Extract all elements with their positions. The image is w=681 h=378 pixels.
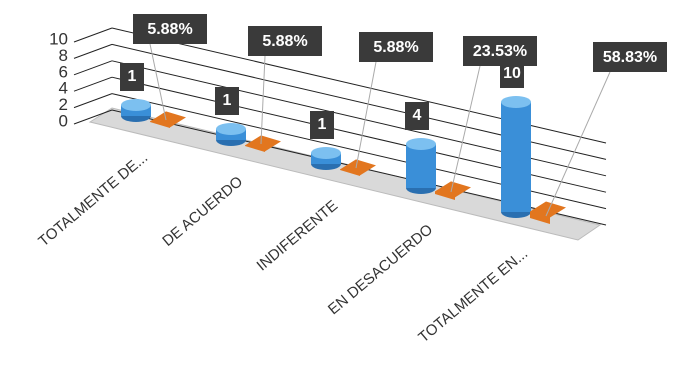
y-tick-label: 0 (59, 111, 68, 130)
data-label-text: 23.53% (473, 43, 527, 60)
bar-top (216, 123, 246, 135)
x-tick-label: TOTALMENTE EN... (415, 245, 531, 346)
data-label: 4 (405, 102, 429, 130)
data-label-text: 5.88% (147, 21, 192, 38)
x-tick-label: EN DESACUERDO (325, 221, 436, 318)
bar (150, 111, 186, 128)
label-bg (593, 42, 667, 72)
leader-line (545, 71, 611, 217)
y-tick-label: 2 (59, 95, 68, 114)
label-bg (500, 60, 524, 88)
bar (530, 201, 566, 224)
label-bg (215, 87, 239, 115)
bar-top (501, 96, 531, 108)
label-bg (248, 26, 322, 56)
grid-line (73, 60, 113, 76)
data-label: 5.88% (133, 14, 207, 44)
y-tick-label: 10 (49, 29, 68, 48)
data-label-text: 58.83% (603, 49, 657, 66)
grid-line (73, 43, 113, 59)
data-label-text: 10 (503, 65, 521, 82)
label-bg (359, 32, 433, 62)
y-tick-label: 8 (59, 46, 68, 65)
data-label-text: 5.88% (262, 33, 307, 50)
bar (435, 181, 471, 200)
data-label: 1 (120, 63, 144, 91)
leader-line (355, 61, 377, 169)
bar-top (121, 99, 151, 111)
x-tick-label: INDIFERENTE (254, 197, 342, 274)
x-tick-label: DE ACUERDO (159, 173, 246, 250)
label-bg (133, 14, 207, 44)
data-label: 1 (215, 87, 239, 115)
data-label: 1 (310, 111, 334, 139)
data-label: 58.83% (593, 42, 667, 72)
grid-line (73, 76, 113, 92)
grid-line (111, 60, 607, 177)
data-label-text: 4 (413, 107, 422, 124)
grid-line (73, 93, 113, 109)
data-label-text: 1 (223, 92, 232, 109)
label-bg (310, 111, 334, 139)
y-tick-label: 4 (59, 79, 68, 98)
bar (501, 102, 531, 212)
leader-line (260, 55, 266, 145)
data-label: 10 (500, 60, 524, 88)
leader-line (149, 43, 167, 121)
bar (406, 144, 436, 188)
label-bg (120, 63, 144, 91)
data-label-text: 1 (128, 68, 137, 85)
y-tick-label: 6 (59, 62, 68, 81)
bar (340, 159, 376, 176)
grid-line (73, 27, 113, 43)
x-tick-label: TOTALMENTE DE... (35, 149, 151, 250)
leader-line (450, 65, 481, 193)
data-label: 5.88% (359, 32, 433, 62)
bar (245, 135, 281, 152)
data-label-text: 1 (318, 116, 327, 133)
bar-top (311, 147, 341, 159)
data-label-text: 5.88% (373, 39, 418, 56)
bar-top (406, 138, 436, 150)
data-label: 5.88% (248, 26, 322, 56)
grid-line (73, 109, 113, 125)
label-bg (405, 102, 429, 130)
